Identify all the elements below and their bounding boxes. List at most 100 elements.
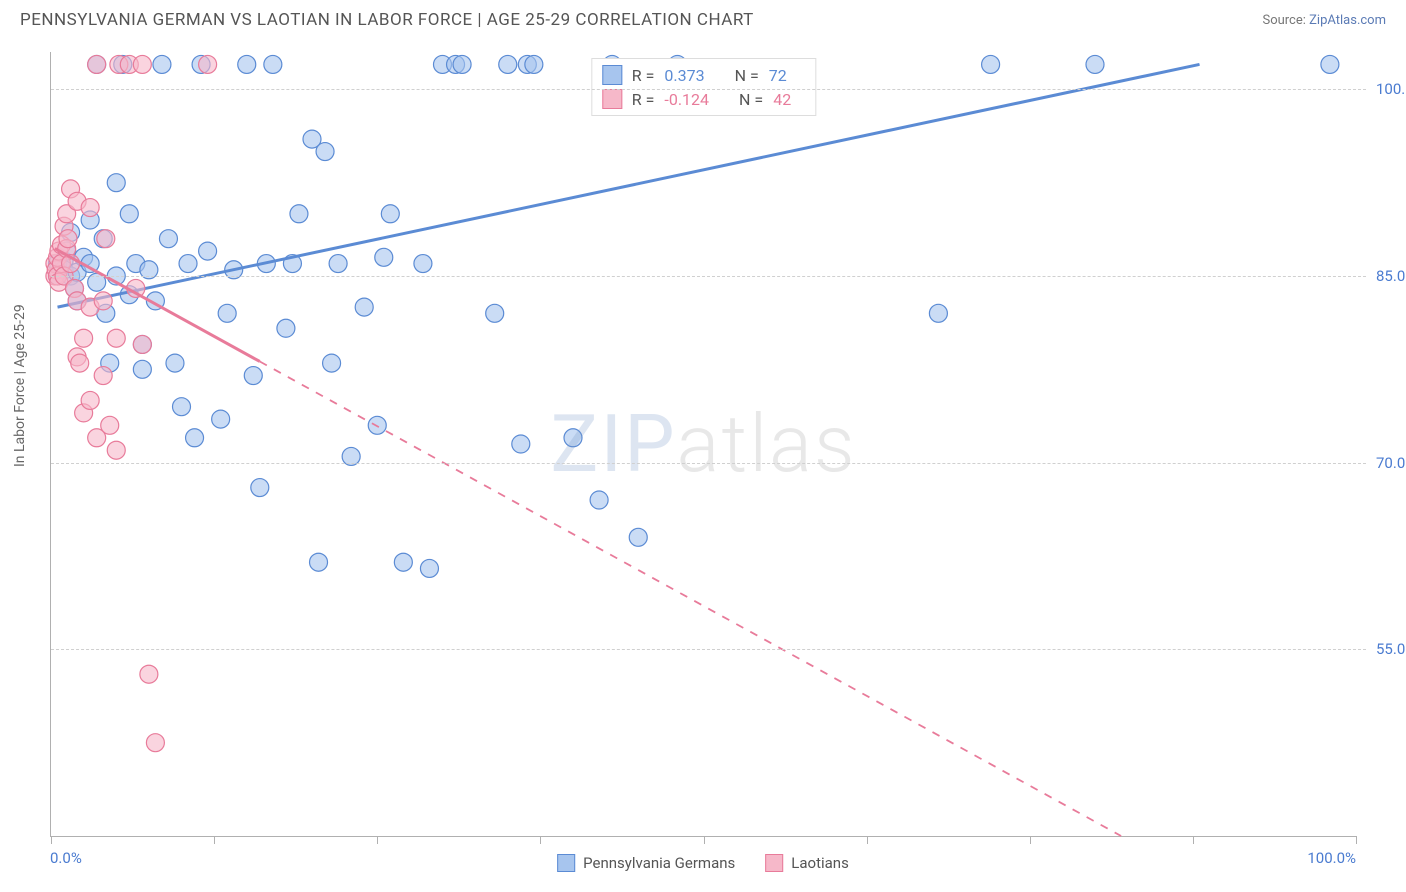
scatter-point — [590, 491, 608, 509]
scatter-point — [199, 55, 217, 73]
scatter-point — [166, 354, 184, 372]
scatter-point — [71, 354, 89, 372]
legend-swatch — [602, 65, 622, 85]
legend-r-value: 0.373 — [664, 66, 704, 85]
x-tick — [377, 836, 378, 844]
scatter-point — [486, 304, 504, 322]
scatter-point — [394, 553, 412, 571]
scatter-point — [1321, 55, 1339, 73]
scatter-point — [929, 304, 947, 322]
scatter-point — [564, 429, 582, 447]
scatter-point — [251, 479, 269, 497]
x-tick — [540, 836, 541, 844]
chart-container: In Labor Force | Age 25-29 ZIPatlas R = … — [0, 42, 1406, 892]
legend-n-label: N = — [735, 66, 759, 85]
scatter-point — [512, 435, 530, 453]
legend-r-label: R = — [632, 66, 655, 85]
series-legend: Pennsylvania Germans Laotians — [557, 854, 849, 872]
scatter-point — [133, 360, 151, 378]
scatter-point — [59, 230, 77, 248]
scatter-point — [107, 174, 125, 192]
source-attribution: Source: ZipAtlas.com — [1262, 13, 1386, 28]
series-legend-label: Pennsylvania Germans — [583, 854, 735, 872]
y-tick-label: 100.0% — [1361, 80, 1406, 98]
legend-swatch — [557, 854, 575, 872]
legend-n-label: N = — [739, 90, 763, 109]
series-legend-item: Pennsylvania Germans — [557, 854, 735, 872]
scatter-point — [329, 255, 347, 273]
series-legend-item: Laotians — [765, 854, 849, 872]
scatter-point — [133, 335, 151, 353]
scatter-point — [81, 391, 99, 409]
x-tick — [1356, 836, 1357, 844]
scatter-point — [499, 55, 517, 73]
y-tick-label: 70.0% — [1361, 454, 1406, 472]
y-axis-title: In Labor Force | Age 25-29 — [12, 304, 28, 467]
scatter-point — [97, 230, 115, 248]
scatter-point — [277, 319, 295, 337]
correlation-legend-row: R = -0.124 N = 42 — [602, 87, 805, 111]
chart-title: PENNSYLVANIA GERMAN VS LAOTIAN IN LABOR … — [20, 10, 754, 30]
gridline-horizontal — [51, 276, 1366, 277]
scatter-point — [186, 429, 204, 447]
scatter-point — [244, 367, 262, 385]
scatter-point — [453, 55, 471, 73]
x-tick — [867, 836, 868, 844]
legend-n-value: 72 — [769, 66, 801, 85]
y-tick-label: 85.0% — [1361, 267, 1406, 285]
scatter-point — [355, 298, 373, 316]
scatter-point — [107, 441, 125, 459]
chart-header: PENNSYLVANIA GERMAN VS LAOTIAN IN LABOR … — [0, 0, 1406, 38]
scatter-point — [381, 205, 399, 223]
x-tick — [214, 836, 215, 844]
scatter-point — [153, 55, 171, 73]
x-tick — [51, 836, 52, 844]
scatter-point — [159, 230, 177, 248]
gridline-horizontal — [51, 89, 1366, 90]
scatter-point — [133, 55, 151, 73]
x-axis-label-start: 0.0% — [50, 849, 82, 867]
scatter-point — [81, 199, 99, 217]
scatter-point — [316, 143, 334, 161]
scatter-point — [375, 248, 393, 266]
y-tick-label: 55.0% — [1361, 640, 1406, 658]
x-tick — [704, 836, 705, 844]
scatter-point — [290, 205, 308, 223]
trend-line-dashed — [260, 361, 1121, 836]
scatter-point — [310, 553, 328, 571]
legend-swatch — [602, 89, 622, 109]
scatter-point — [146, 734, 164, 752]
scatter-point — [140, 665, 158, 683]
scatter-svg — [51, 52, 1356, 836]
legend-swatch — [765, 854, 783, 872]
scatter-point — [1086, 55, 1104, 73]
scatter-point — [323, 354, 341, 372]
gridline-horizontal — [51, 649, 1366, 650]
series-legend-label: Laotians — [791, 854, 849, 872]
correlation-legend-row: R = 0.373 N = 72 — [602, 63, 805, 87]
x-tick — [1030, 836, 1031, 844]
scatter-point — [199, 242, 217, 260]
legend-n-value: 42 — [773, 90, 805, 109]
scatter-point — [120, 205, 138, 223]
x-axis-label-end: 100.0% — [1307, 849, 1356, 867]
scatter-point — [75, 329, 93, 347]
source-link[interactable]: ZipAtlas.com — [1309, 13, 1386, 28]
scatter-point — [218, 304, 236, 322]
scatter-point — [264, 55, 282, 73]
scatter-point — [420, 559, 438, 577]
scatter-point — [88, 55, 106, 73]
correlation-legend: R = 0.373 N = 72 R = -0.124 N = 42 — [591, 58, 816, 116]
scatter-point — [982, 55, 1000, 73]
scatter-point — [101, 416, 119, 434]
scatter-point — [94, 367, 112, 385]
legend-r-label: R = — [632, 90, 655, 109]
scatter-point — [212, 410, 230, 428]
scatter-point — [179, 255, 197, 273]
source-prefix: Source: — [1262, 13, 1309, 28]
gridline-horizontal — [51, 463, 1366, 464]
scatter-point — [238, 55, 256, 73]
plot-area: ZIPatlas R = 0.373N = 72R =-0.124N = 42 … — [50, 52, 1356, 837]
scatter-point — [629, 528, 647, 546]
legend-r-value: -0.124 — [664, 90, 709, 109]
